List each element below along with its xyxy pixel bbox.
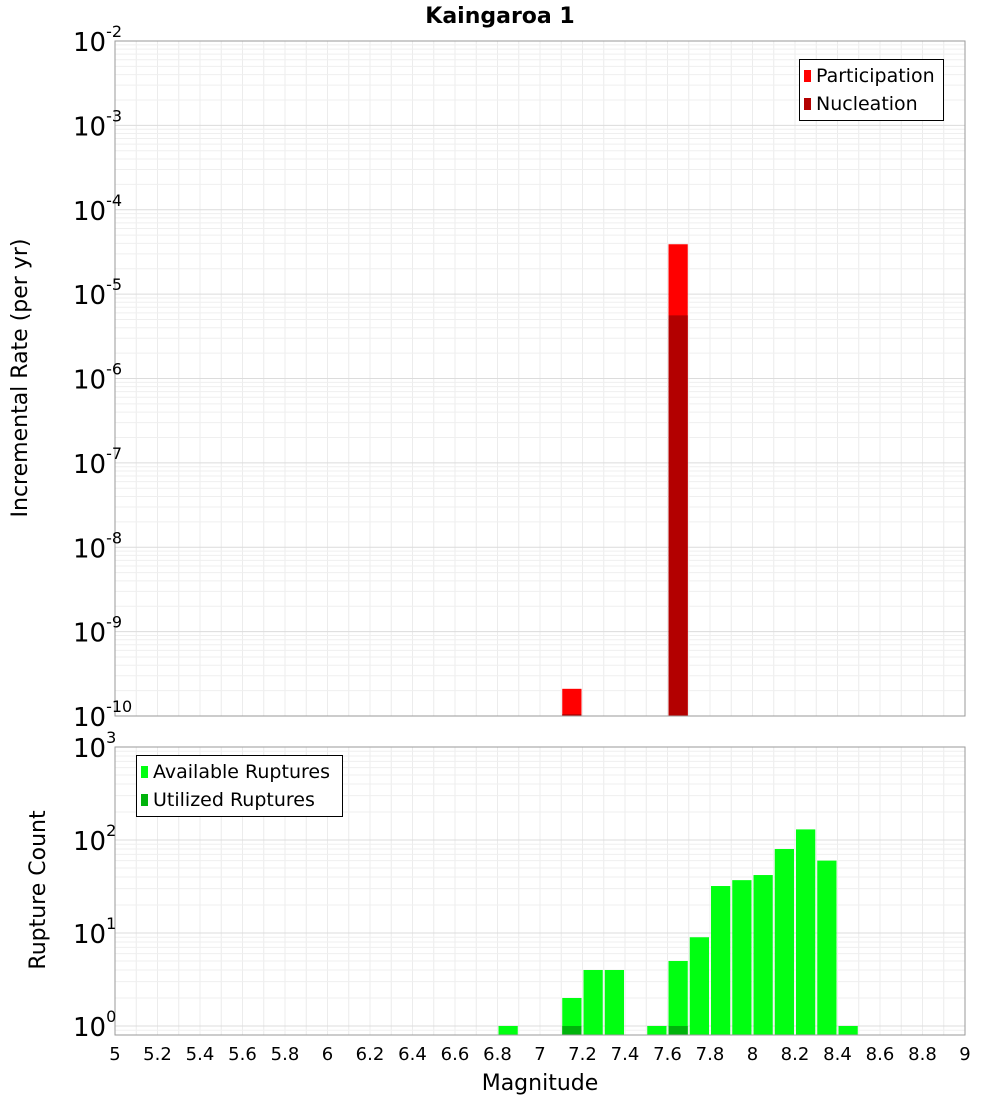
x-tick-label: 6.6 [441,1044,470,1065]
x-tick-label: 8.8 [908,1044,937,1065]
x-tick-label: 8 [747,1044,758,1065]
top-plot-area: 10-10 10-9 10-8 10-7 10-6 10-5 10-4 10-3 10-2 [73,22,966,733]
x-tick-label: 9 [959,1044,970,1065]
top-y-tick-label: 10-6 [73,360,122,396]
legend-item-nucleation: Nucleation [804,90,939,118]
legend-label-available-ruptures: Available Ruptures [153,761,330,783]
participation-swatch [804,70,811,82]
x-tick-label: 6 [322,1044,333,1065]
nucleation-bar [562,714,582,716]
bottom-plot-frame [114,746,966,1036]
utilized-ruptures-swatch [141,794,148,806]
bottom-legend: Available Ruptures Utilized Ruptures [136,755,343,817]
available-ruptures-bar [838,1025,858,1035]
bottom-y-tick-label: 101 [73,914,116,950]
bottom-y-tick-label: 103 [73,728,116,764]
x-tick-label: 5 [109,1044,120,1065]
bottom-y-tick-label: 100 [73,1007,116,1043]
legend-label-nucleation: Nucleation [816,93,918,115]
available-ruptures-bar [647,1025,667,1035]
x-tick-label: 7 [534,1044,545,1065]
bottom-y-tick-label: 102 [73,821,116,857]
x-tick-label: 5.4 [186,1044,215,1065]
top-plot-frame [114,40,966,717]
top-y-tick-label: 10-8 [73,528,122,564]
x-tick-label: 6.4 [398,1044,427,1065]
available-ruptures-bar [604,969,624,1035]
top-y-tick-label: 10-4 [73,191,122,227]
available-ruptures-bar [668,960,688,1035]
available-ruptures-bar [753,875,773,1035]
nucleation-bar [668,315,688,716]
legend-item-participation: Participation [804,62,939,90]
x-tick-label: 7.2 [568,1044,597,1065]
x-tick-label: 5.8 [271,1044,300,1065]
x-tick-label: 8.6 [866,1044,895,1065]
available-ruptures-bar [732,880,752,1035]
x-tick-label: 5.6 [228,1044,257,1065]
bottom-y-axis-label: Rupture Count [26,810,51,970]
available-ruptures-bar [796,829,816,1035]
bottom-plot-area: 100 101 102 103 5 5.2 5.4 5.6 5.8 6 6.2 6.4 6.6 6.8 7 7… [73,728,971,1065]
available-ruptures-bar [711,886,731,1035]
x-tick-label: 7.6 [653,1044,682,1065]
nucleation-swatch [804,98,811,110]
available-ruptures-bar [498,1025,518,1035]
top-y-tick-label: 10-5 [73,275,122,311]
participation-bar [562,688,582,716]
available-ruptures-bar [774,849,794,1035]
x-tick-label: 8.2 [781,1044,810,1065]
top-legend: Participation Nucleation [799,59,944,121]
utilized-ruptures-bar [562,1025,582,1035]
x-tick-label: 8.4 [823,1044,852,1065]
available-ruptures-bar [562,997,582,1035]
top-y-tick-label: 10-2 [73,22,122,58]
top-y-axis-label: Incremental Rate (per yr) [8,239,33,518]
x-tick-label: 6.2 [356,1044,385,1065]
legend-label-utilized-ruptures: Utilized Ruptures [153,789,315,811]
available-ruptures-bar [817,860,837,1035]
x-tick-label: 6.8 [483,1044,512,1065]
chart-title: Kaingaroa 1 [425,4,574,29]
x-tick-label: 7.8 [696,1044,725,1065]
top-y-tick-label: 10-9 [73,613,122,649]
available-ruptures-bar [689,937,709,1035]
legend-item-utilized-ruptures: Utilized Ruptures [141,786,338,814]
legend-item-available-ruptures: Available Ruptures [141,758,338,786]
top-y-tick-label: 10-10 [73,697,132,733]
available-ruptures-bar [583,969,603,1035]
utilized-ruptures-bar [668,1025,688,1035]
top-y-tick-label: 10-3 [73,106,122,142]
x-tick-label: 7.4 [611,1044,640,1065]
x-axis-label: Magnitude [482,1071,599,1096]
top-y-tick-label: 10-7 [73,444,122,480]
available-ruptures-swatch [141,766,148,778]
x-tick-label: 5.2 [143,1044,172,1065]
legend-label-participation: Participation [816,65,935,87]
